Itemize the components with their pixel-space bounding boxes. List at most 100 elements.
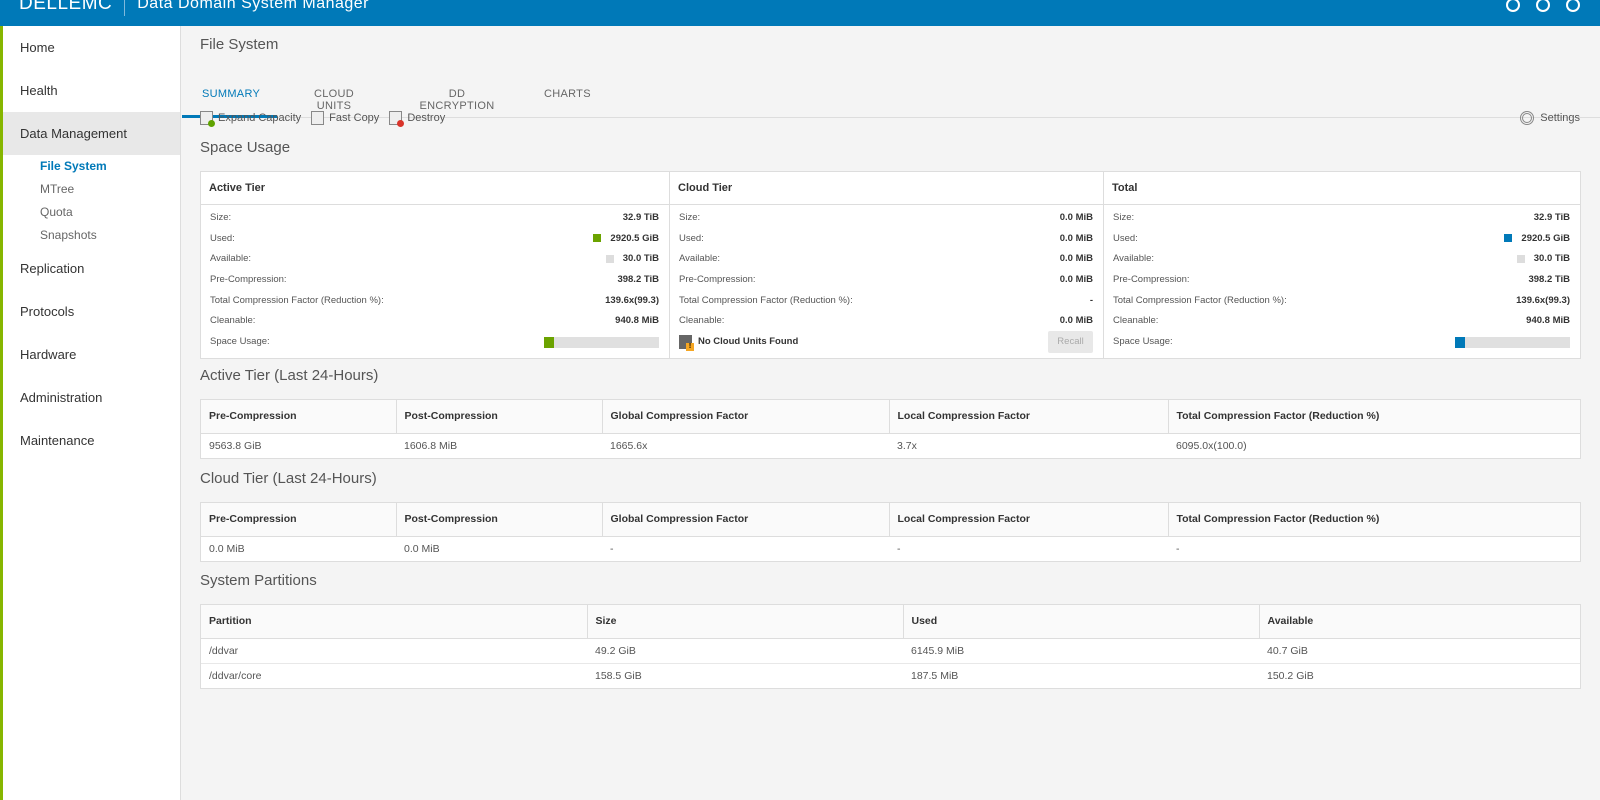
expand-capacity-icon [200,111,215,127]
recall-button[interactable]: Recall [1048,331,1093,354]
active-available-swatch [605,254,614,263]
partitions-header-used[interactable]: Used [903,605,1260,639]
table-row: 9563.8 GiB 1606.8 MiB 1665.6x 3.7x 6095.… [201,433,1580,458]
brand: DELLEMC Data Domain System Manager [19,0,369,16]
active-used-swatch [593,234,602,243]
app-title: Data Domain System Manager [137,0,370,12]
active-precomp-value: 398.2 TiB [617,274,659,286]
total-tcf-label: Total Compression Factor (Reduction %): [1113,294,1287,306]
gear-icon [1520,111,1535,125]
active-cleanable-label: Cleanable: [210,315,256,327]
destroy-label: Destroy [407,112,446,124]
cloud-24h-header-tcf[interactable]: Total Compression Factor (Reduction %) [1168,503,1580,537]
sidebar-item-protocols[interactable]: Protocols [20,304,75,319]
total-size-row: Size: 32.9 TiB [1104,208,1580,229]
cloud-24h-header-precomp[interactable]: Pre-Compression [201,503,397,537]
sidebar-subitem-mtree[interactable]: MTree [40,182,75,196]
total-tcf-row: Total Compression Factor (Reduction %): 1… [1104,291,1580,312]
partitions-header-partition[interactable]: Partition [201,605,588,639]
partition-name: /ddvar/core [209,669,262,682]
total-available-label: Available: [1113,253,1155,265]
total-header: Total [1104,172,1580,205]
destroy-button[interactable]: Destroy [389,111,446,127]
active-24h-header-gcf[interactable]: Global Compression Factor [602,400,890,434]
cloud-tier-column: Cloud Tier Size: 0.0 MiB Used: 0.0 MiB Ava… [669,172,1103,358]
sidebar-item-maintenance[interactable]: Maintenance [20,433,95,448]
top-icons [1506,0,1580,12]
sidebar-subitem-snapshots[interactable]: Snapshots [40,228,97,242]
active-24h-header-tcf[interactable]: Total Compression Factor (Reduction %) [1168,400,1580,434]
sidebar-item-home[interactable]: Home [20,40,55,55]
partitions-header-available[interactable]: Available [1259,605,1580,639]
sidebar-item-data-management[interactable]: Data Management [3,112,180,155]
settings-label: Settings [1540,112,1580,124]
partition-name: /ddvar [201,638,587,664]
cloud-cleanable-row: Cleanable: 0.0 MiB [670,311,1103,332]
cloud-24h-precomp: 0.0 MiB [209,542,245,555]
active-cleanable-value: 940.8 MiB [615,315,659,327]
sidebar-item-hardware[interactable]: Hardware [20,347,77,362]
cloud-24h-header-gcf[interactable]: Global Compression Factor [602,503,890,537]
active-available-label: Available: [210,253,252,265]
fast-copy-button[interactable]: Fast Copy [311,111,379,125]
total-usage-fill [1455,337,1466,349]
active-usage-label: Space Usage: [210,336,270,348]
active-24h-table: Pre-Compression Post-Compression Global … [200,399,1581,459]
power-icon[interactable] [1536,0,1550,12]
active-24h-postcomp: 1606.8 MiB [404,439,458,452]
help-icon[interactable] [1566,0,1580,12]
total-available-swatch [1516,254,1525,263]
tab-charts[interactable]: CHARTS [544,88,591,100]
cloud-tier-header: Cloud Tier [670,172,1103,205]
sidebar-item-replication[interactable]: Replication [20,261,85,276]
total-cleanable-row: Cleanable: 940.8 MiB [1104,311,1580,332]
partition-size: 158.5 GiB [595,669,642,682]
space-usage-title: Space Usage [200,139,291,156]
warning-icon [679,335,694,352]
total-cleanable-value: 940.8 MiB [1526,315,1570,327]
cloud-size-label: Size: [679,212,701,223]
partition-available: 40.7 GiB [1259,638,1580,664]
active-24h-header-lcf[interactable]: Local Compression Factor [889,400,1169,434]
cloud-24h-header-postcomp[interactable]: Post-Compression [396,503,603,537]
settings-button[interactable]: Settings [1520,111,1580,125]
active-24h-header-postcomp[interactable]: Post-Compression [396,400,603,434]
active-available-row: Available: 30.0 TiB [201,249,669,270]
total-available-value: 30.0 TiB [1533,253,1570,265]
partition-available: 150.2 GiB [1267,669,1314,682]
active-usage-bar [544,337,659,349]
fast-copy-icon [311,111,325,125]
sidebar-subitem-file-system[interactable]: File System [40,159,107,173]
cloud-available-value: 0.0 MiB [1059,253,1093,265]
cloud-precomp-value: 0.0 MiB [1059,274,1093,286]
partitions-header-size[interactable]: Size [587,605,904,639]
active-tcf-value: 139.6x(99.3) [605,294,659,306]
cloud-24h-title: Cloud Tier (Last 24-Hours) [200,470,377,487]
brand-divider [124,0,126,16]
active-available-value: 30.0 TiB [622,253,659,265]
sidebar-item-administration[interactable]: Administration [20,390,103,405]
active-24h-header-precomp[interactable]: Pre-Compression [201,400,397,434]
cloud-24h-header-lcf[interactable]: Local Compression Factor [889,503,1169,537]
active-usage-fill [544,337,555,349]
sidebar-item-health[interactable]: Health [20,83,58,98]
total-precomp-value: 398.2 TiB [1528,274,1570,286]
cloud-used-row: Used: 0.0 MiB [670,229,1103,250]
sidebar-subitem-quota[interactable]: Quota [40,205,73,219]
refresh-icon[interactable] [1506,0,1520,12]
cloud-precomp-label: Pre-Compression: [679,274,756,286]
destroy-icon [389,111,405,127]
total-tcf-value: 139.6x(99.3) [1516,294,1570,306]
total-usage-row: Space Usage: [1104,332,1580,353]
cloud-tcf-row: Total Compression Factor (Reduction %): - [670,291,1103,312]
total-cleanable-label: Cleanable: [1113,315,1159,327]
cloud-used-label: Used: [679,232,704,244]
expand-capacity-button[interactable]: Expand Capacity [200,111,301,127]
tab-summary[interactable]: SUMMARY [202,88,261,100]
active-size-value: 32.9 TiB [622,212,659,223]
tab-cloud-units[interactable]: CLOUD UNITS [313,88,354,112]
tab-dd-encryption[interactable]: DD ENCRYPTION [419,88,495,112]
active-tier-column: Active Tier Size: 32.9 TiB Used: 2920.5 Gi… [201,172,669,358]
total-used-swatch [1504,234,1513,243]
cloud-24h-gcf: - [610,542,614,555]
